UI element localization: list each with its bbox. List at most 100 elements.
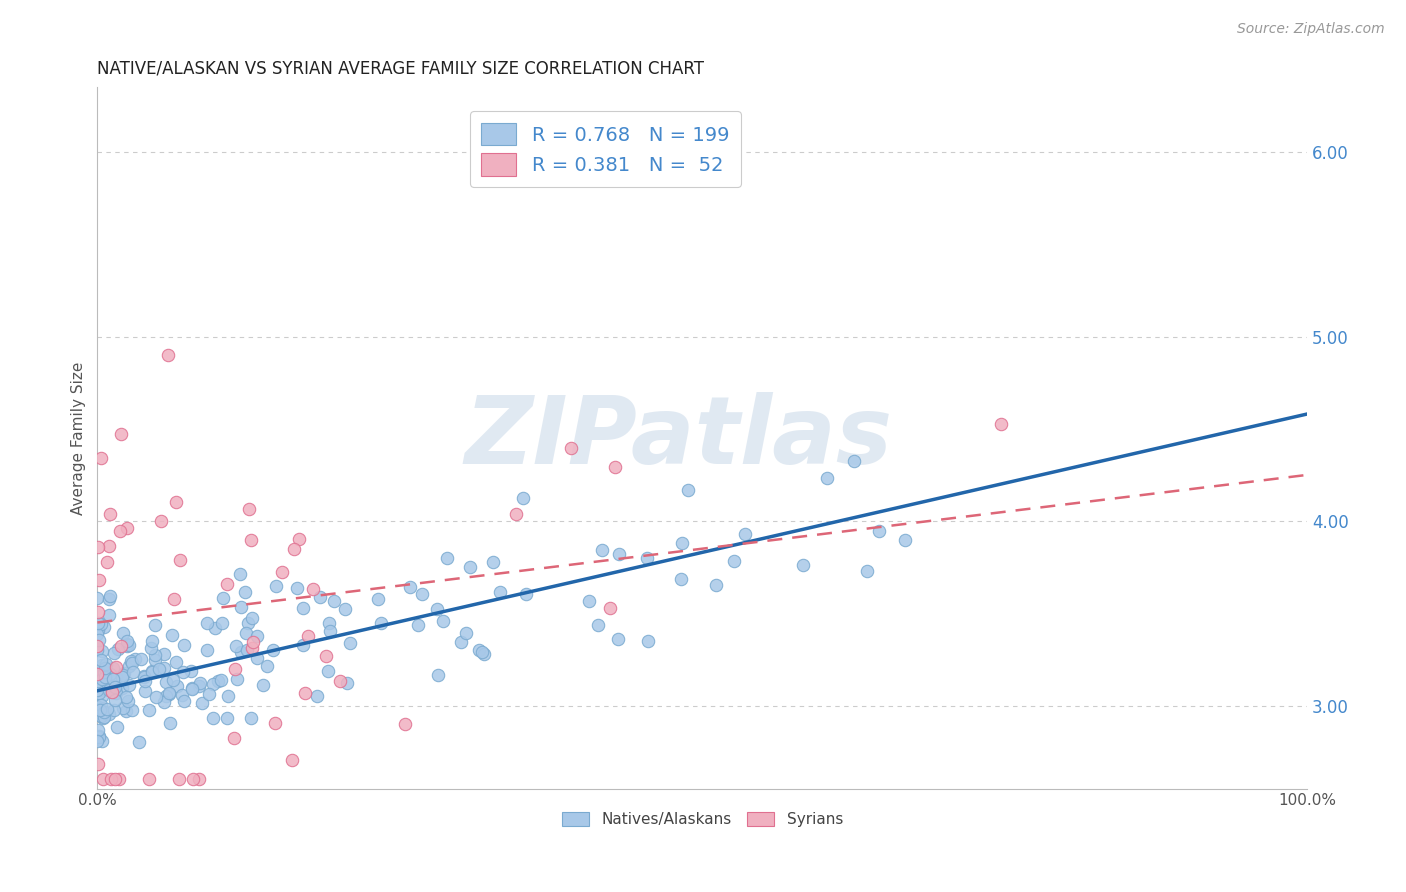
- Point: [108, 772, 131, 787]
- Point: [515, 587, 537, 601]
- Point: [217, 711, 239, 725]
- Point: [288, 532, 311, 546]
- Point: [236, 642, 259, 657]
- Point: [101, 661, 124, 675]
- Point: [723, 554, 745, 568]
- Point: [165, 495, 187, 509]
- Point: [394, 716, 416, 731]
- Point: [104, 660, 127, 674]
- Point: [96, 555, 118, 569]
- Point: [505, 507, 527, 521]
- Point: [217, 577, 239, 591]
- Point: [97, 540, 120, 554]
- Point: [256, 659, 278, 673]
- Point: [86, 734, 108, 748]
- Point: [89, 702, 111, 716]
- Point: [87, 633, 110, 648]
- Point: [93, 710, 115, 724]
- Point: [222, 731, 245, 745]
- Point: [117, 633, 139, 648]
- Point: [94, 657, 117, 671]
- Point: [370, 615, 392, 630]
- Point: [105, 670, 128, 684]
- Point: [309, 590, 332, 604]
- Point: [90, 451, 112, 466]
- Point: [231, 599, 253, 614]
- Point: [603, 460, 626, 475]
- Point: [111, 668, 134, 682]
- Point: [94, 670, 117, 684]
- Point: [226, 672, 249, 686]
- Text: ZIPatlas: ZIPatlas: [464, 392, 891, 484]
- Point: [195, 643, 218, 657]
- Point: [87, 723, 110, 737]
- Point: [86, 627, 108, 641]
- Point: [91, 734, 114, 748]
- Point: [104, 683, 127, 698]
- Point: [86, 591, 108, 605]
- Point: [240, 611, 263, 625]
- Point: [591, 542, 613, 557]
- Point: [96, 702, 118, 716]
- Point: [671, 536, 693, 550]
- Point: [606, 632, 628, 646]
- Point: [86, 731, 108, 745]
- Point: [792, 558, 814, 572]
- Point: [98, 589, 121, 603]
- Point: [97, 682, 120, 697]
- Point: [458, 560, 481, 574]
- Point: [305, 689, 328, 703]
- Point: [122, 665, 145, 680]
- Point: [110, 426, 132, 441]
- Point: [124, 652, 146, 666]
- Point: [132, 670, 155, 684]
- Point: [225, 640, 247, 654]
- Point: [181, 681, 204, 695]
- Point: [271, 565, 294, 579]
- Point: [91, 658, 114, 673]
- Point: [134, 684, 156, 698]
- Point: [188, 680, 211, 694]
- Point: [285, 581, 308, 595]
- Point: [138, 772, 160, 787]
- Point: [229, 567, 252, 582]
- Point: [198, 687, 221, 701]
- Point: [93, 660, 115, 674]
- Point: [141, 665, 163, 680]
- Point: [195, 616, 218, 631]
- Point: [87, 573, 110, 587]
- Point: [139, 641, 162, 656]
- Point: [188, 676, 211, 690]
- Point: [148, 662, 170, 676]
- Point: [107, 642, 129, 657]
- Point: [734, 527, 756, 541]
- Point: [159, 716, 181, 731]
- Point: [224, 662, 246, 676]
- Point: [157, 348, 180, 362]
- Legend: Natives/Alaskans, Syrians: Natives/Alaskans, Syrians: [555, 806, 849, 833]
- Point: [89, 729, 111, 743]
- Point: [89, 703, 111, 717]
- Point: [336, 675, 359, 690]
- Point: [169, 553, 191, 567]
- Point: [97, 706, 120, 721]
- Point: [155, 689, 177, 703]
- Point: [319, 624, 342, 638]
- Point: [815, 471, 838, 485]
- Point: [209, 673, 232, 688]
- Point: [468, 643, 491, 657]
- Point: [117, 637, 139, 651]
- Point: [115, 521, 138, 535]
- Point: [98, 591, 121, 606]
- Point: [91, 772, 114, 787]
- Point: [339, 636, 361, 650]
- Point: [262, 642, 284, 657]
- Point: [246, 650, 269, 665]
- Point: [103, 646, 125, 660]
- Point: [172, 665, 194, 680]
- Point: [157, 686, 180, 700]
- Point: [118, 678, 141, 692]
- Point: [607, 547, 630, 561]
- Point: [636, 550, 658, 565]
- Point: [188, 772, 211, 787]
